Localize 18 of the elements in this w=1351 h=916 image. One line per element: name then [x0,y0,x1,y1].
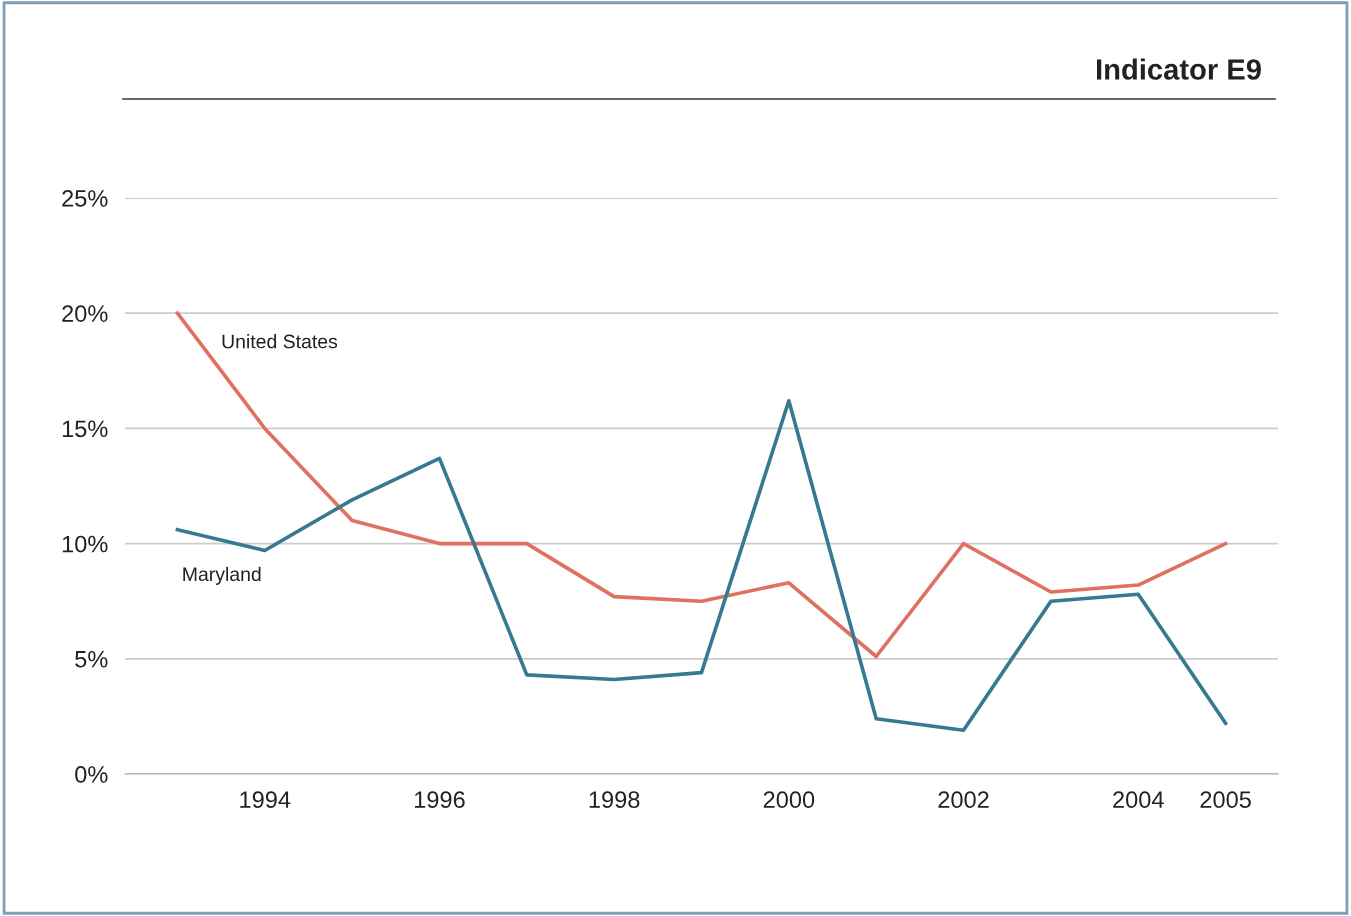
x-tick-label: 1994 [240,791,291,809]
x-tick-label: 1998 [589,791,640,809]
line-series [175,311,1228,659]
x-tick-label: 2002 [938,791,989,809]
chart-title: Indicator E9 [1097,58,1261,80]
y-tick-label: 5% [75,650,108,668]
series-label: United States [222,334,338,349]
x-tick-label: 2000 [763,791,815,809]
x-tick-label: 1996 [414,791,465,809]
y-tick-label: 25% [62,190,108,207]
y-tick-label: 10% [62,535,108,553]
y-tick-label: 0% [75,766,108,783]
series-label: Maryland [183,566,261,585]
x-tick-label: 2004 [1113,791,1164,809]
x-tick-label: 2005 [1200,791,1251,809]
y-tick-label: 20% [62,305,108,322]
line-series [175,398,1228,733]
y-tick-label: 15% [62,420,108,438]
